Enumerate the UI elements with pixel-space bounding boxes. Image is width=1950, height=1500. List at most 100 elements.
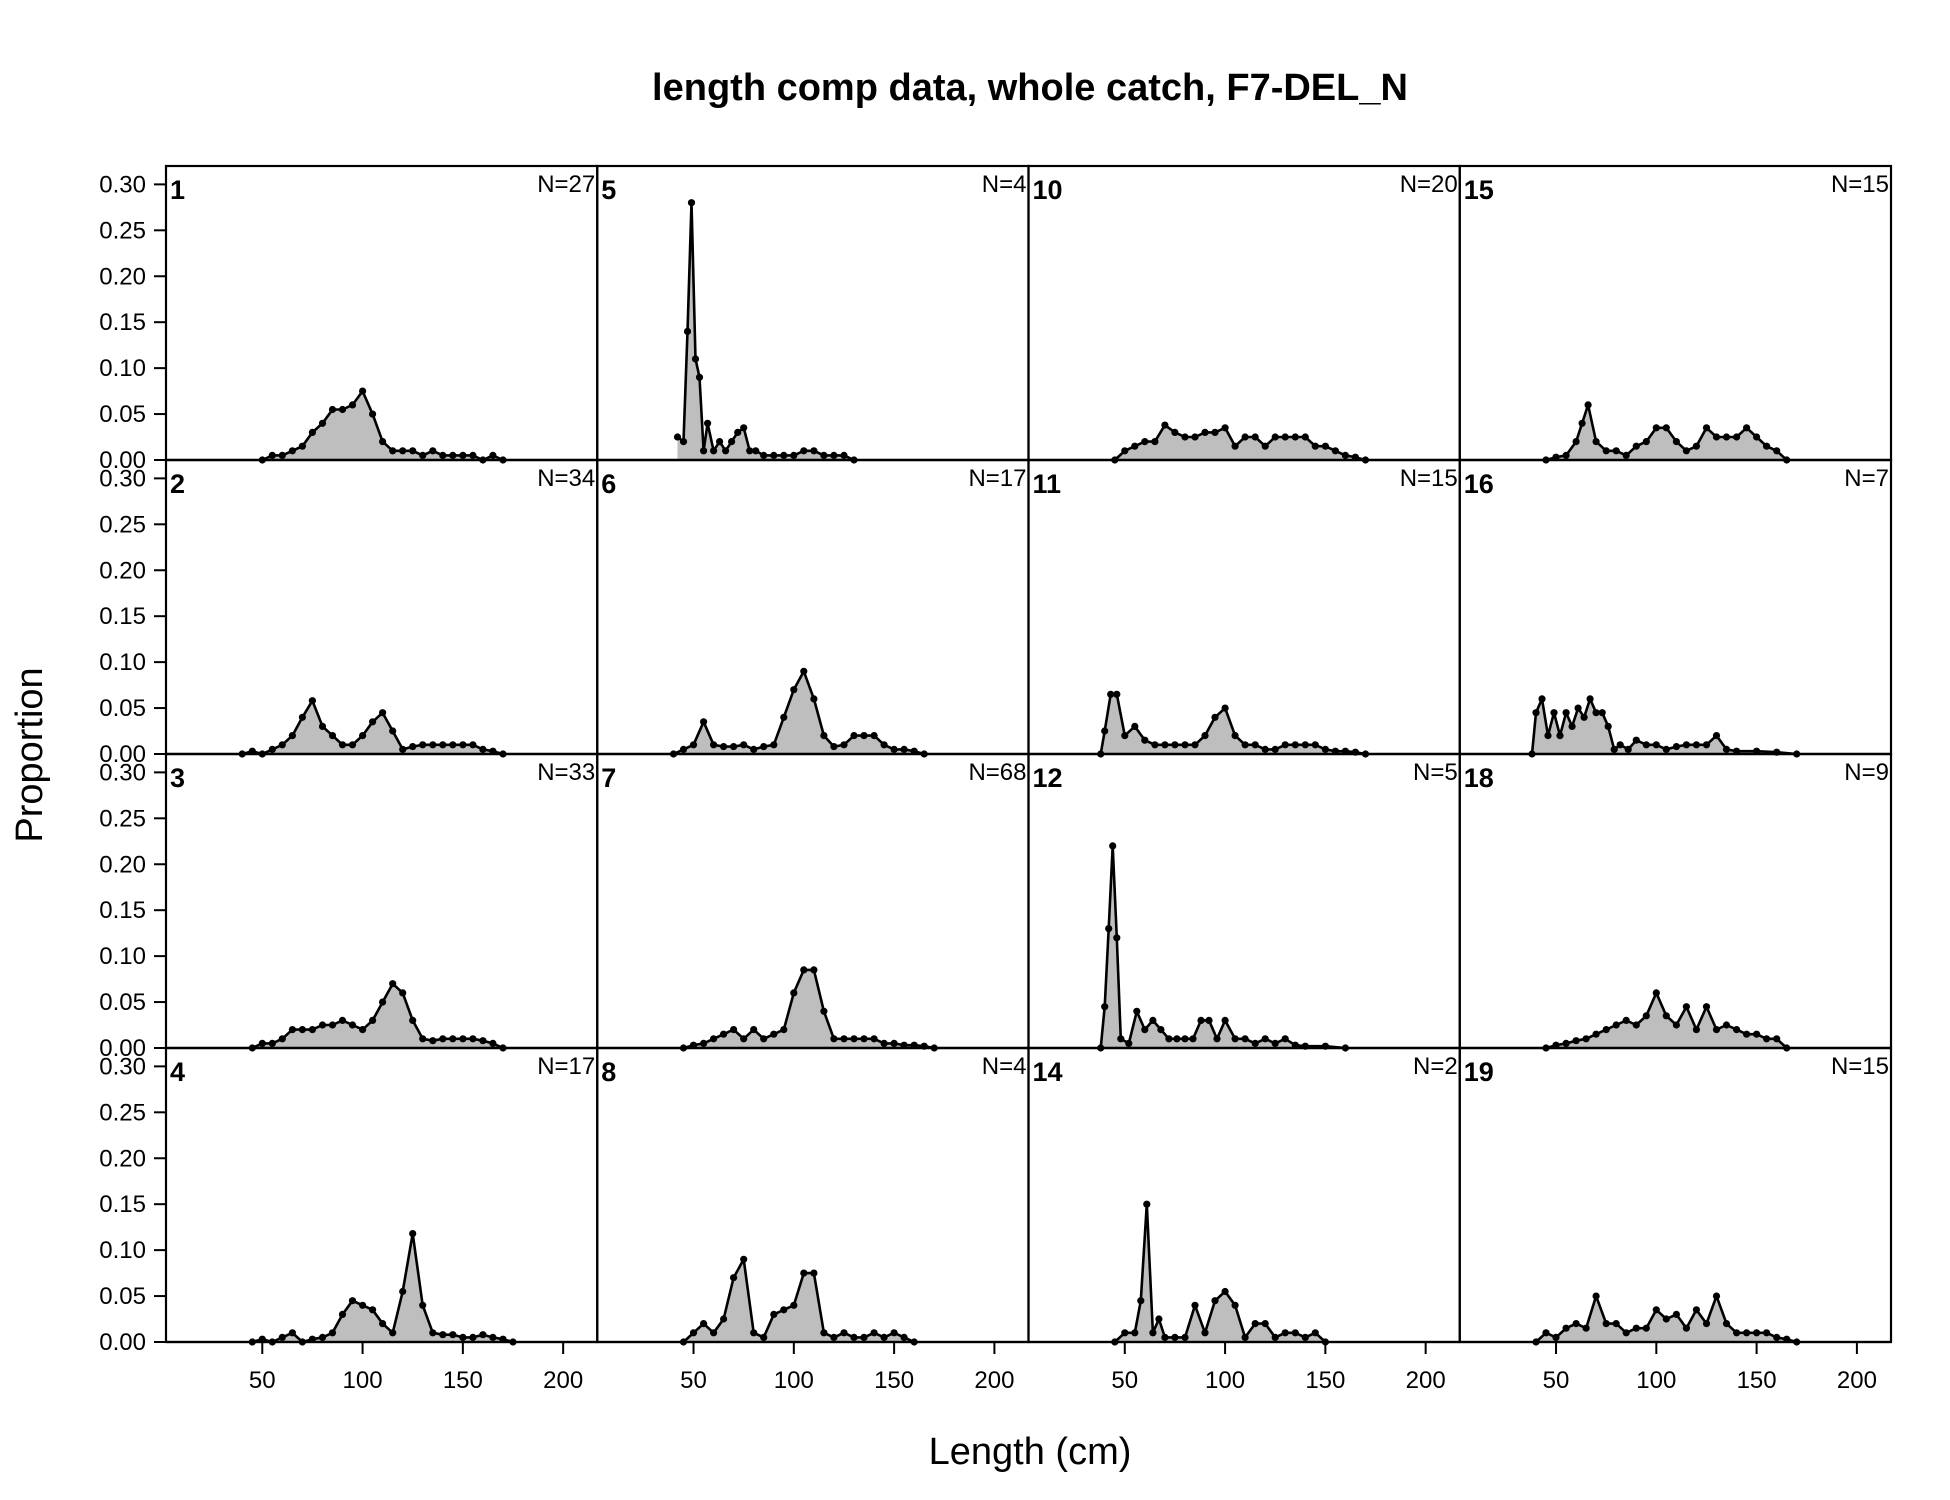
panel-7-point — [720, 1030, 728, 1038]
panel-10-point — [1131, 442, 1139, 450]
panel-3-point — [469, 1035, 477, 1043]
panel-7-point — [860, 1035, 868, 1043]
x-tick-label: 50 — [249, 1367, 276, 1394]
panel-1-point — [419, 451, 427, 459]
y-tick-label: 0.25 — [99, 1099, 146, 1126]
panel-11-point — [1191, 741, 1199, 749]
panel-11-point — [1201, 732, 1209, 740]
panel-19-point — [1692, 1306, 1700, 1314]
panel-19-point — [1753, 1329, 1761, 1337]
panel-10-point — [1271, 433, 1279, 441]
panel-1-point — [308, 428, 316, 436]
panel-11-point — [1101, 727, 1109, 735]
panel-1-point — [359, 387, 367, 395]
panel-3-point — [328, 1021, 337, 1029]
panel-18-point — [1652, 989, 1660, 997]
panel-12-point — [1281, 1035, 1289, 1043]
panel-6-point — [770, 741, 778, 749]
panel-11-point — [1161, 741, 1169, 749]
panel-4-point — [409, 1230, 417, 1238]
panel-2-point — [298, 713, 306, 721]
panel-5-area — [677, 202, 854, 460]
panel-7-point — [790, 989, 798, 997]
panel-8-point — [870, 1329, 878, 1337]
x-tick-label: 50 — [1543, 1367, 1570, 1394]
y-tick-label: 0.00 — [99, 447, 146, 474]
panel-3-point — [419, 1035, 427, 1043]
panel-5-point — [840, 451, 848, 459]
panel-11-area — [1100, 694, 1366, 754]
panel-14-point — [1201, 1329, 1209, 1337]
y-axis-title: Proportion — [9, 667, 51, 842]
panel-4-point — [338, 1310, 347, 1318]
panel-6-point — [830, 743, 838, 751]
panel-5-point — [695, 373, 704, 381]
panel-15-point — [1682, 447, 1690, 455]
panel-19-point — [1712, 1292, 1721, 1300]
panel-11-point — [1121, 732, 1129, 740]
panel-8-point — [820, 1329, 828, 1337]
panel-6-point — [850, 732, 858, 740]
panel-grid: 1 N=270.000.050.100.150.200.250.302 N=340.… — [99, 164, 1893, 1394]
panel-19-point — [1592, 1292, 1600, 1300]
y-tick-label: 0.10 — [99, 1237, 146, 1264]
panel-2-point — [439, 741, 447, 749]
panel-14-point — [1191, 1301, 1199, 1309]
panel-19-point — [1763, 1329, 1771, 1337]
y-tick-label: 0.15 — [99, 309, 146, 336]
panel-18-point — [1733, 1026, 1741, 1034]
panel-11-point — [1221, 704, 1229, 712]
panel-1-point — [489, 451, 497, 459]
panel-19-point — [1552, 1333, 1560, 1341]
panel-5-point — [687, 199, 696, 207]
panel-8-point — [740, 1255, 748, 1263]
panel-16-point — [1538, 695, 1546, 703]
panel-8-point — [790, 1301, 798, 1309]
panel-18-point — [1702, 1003, 1711, 1011]
panel-2-point — [449, 741, 457, 749]
panel-5-point — [770, 451, 778, 459]
panel-4-point — [278, 1333, 286, 1341]
panel-16-area — [1532, 698, 1797, 754]
panel-18-point — [1612, 1021, 1620, 1029]
panel-16-point — [1672, 743, 1680, 751]
panel-10-point — [1331, 447, 1339, 455]
panel-16-point — [1616, 741, 1624, 749]
panel-15-point — [1642, 438, 1650, 446]
panel-12-point — [1205, 1016, 1213, 1024]
x-tick-label: 150 — [1737, 1367, 1777, 1394]
panel-5-point — [752, 447, 760, 455]
panel-12-point — [1181, 1035, 1189, 1043]
panel-2-point — [348, 741, 357, 749]
panel-11-point — [1141, 736, 1149, 744]
y-tick-label: 0.10 — [99, 355, 146, 382]
y-tick-label: 0.10 — [99, 943, 146, 970]
panel-8-point — [840, 1329, 848, 1337]
panel-15-point — [1763, 442, 1771, 450]
panel-12-point — [1271, 1039, 1279, 1047]
panel-7-point — [850, 1035, 858, 1043]
panel-6-point — [700, 718, 708, 726]
panel-16-point — [1550, 709, 1558, 717]
panel-16-point — [1642, 741, 1650, 749]
panel-18-point — [1602, 1026, 1610, 1034]
panel-15-point — [1712, 433, 1721, 441]
panel-7-point — [770, 1030, 778, 1038]
panel-6-point — [740, 741, 748, 749]
panel-1-area — [262, 391, 503, 460]
panel-4: 4 N=17 0.00 0.05 0.10 0.15 0.20 0.25 0.30 50 100 15… — [99, 1046, 599, 1394]
panel-2-point — [288, 732, 296, 740]
panel-11-point — [1231, 732, 1239, 740]
panel-16-point — [1702, 741, 1711, 749]
panel-5-point — [673, 433, 682, 441]
panel-2-point — [379, 709, 387, 717]
panel-5-point — [830, 451, 838, 459]
panel-10-point — [1241, 433, 1249, 441]
panel-18-point — [1572, 1037, 1580, 1045]
panel-1-point — [318, 419, 327, 427]
panel-14-point — [1131, 1329, 1139, 1337]
x-tick-label: 100 — [1205, 1367, 1245, 1394]
panel-15-point — [1622, 451, 1630, 459]
panel-1-point — [369, 410, 377, 418]
panel-10-point — [1341, 451, 1349, 459]
